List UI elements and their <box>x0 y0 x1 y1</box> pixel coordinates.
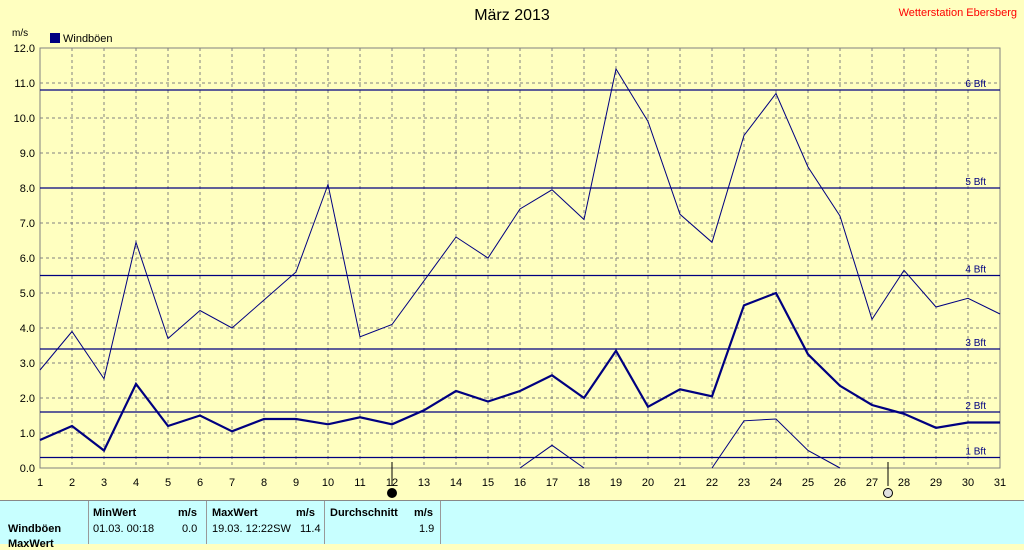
x-tick-label: 16 <box>514 477 526 489</box>
legend-label: Windböen <box>63 33 113 45</box>
beaufort-label: 5 Bft <box>965 177 986 188</box>
y-tick-label: 10.0 <box>14 113 35 125</box>
y-tick-label: 2.0 <box>20 393 35 405</box>
x-tick-label: 3 <box>101 477 107 489</box>
y-tick-label: 1.0 <box>20 428 35 440</box>
stats-header-max: MaxWert <box>212 507 258 519</box>
beaufort-label: 1 Bft <box>965 447 986 458</box>
x-tick-label: 1 <box>37 477 43 489</box>
y-tick-label: 9.0 <box>20 148 35 160</box>
stats-header-min: MinWert <box>93 507 137 519</box>
x-tick-label: 5 <box>165 477 171 489</box>
x-tick-label: 22 <box>706 477 718 489</box>
beaufort-label: 4 Bft <box>965 265 986 276</box>
stats-header-max-unit: m/s <box>296 507 315 519</box>
x-tick-label: 28 <box>898 477 910 489</box>
x-tick-label: 6 <box>197 477 203 489</box>
stats-row2-label: MaxWert <box>8 538 54 550</box>
x-tick-label: 23 <box>738 477 750 489</box>
x-tick-label: 21 <box>674 477 686 489</box>
x-tick-label: 27 <box>866 477 878 489</box>
y-axis-unit: m/s <box>12 28 28 39</box>
x-tick-label: 14 <box>450 477 462 489</box>
series-layer <box>39 67 1001 469</box>
stats-row-label: Windböen <box>8 523 62 535</box>
stats-max-date: 19.03. 12:22SW <box>212 523 291 535</box>
chart: März 2013 Wetterstation Ebersberg m/s Wi… <box>12 7 1017 498</box>
x-tick-label: 2 <box>69 477 75 489</box>
x-tick-label: 11 <box>354 477 365 489</box>
beaufort-label: 2 Bft <box>965 401 986 412</box>
y-tick-label: 0.0 <box>20 463 35 475</box>
beaufort-lines: 1 Bft 2 Bft 3 Bft 4 Bft 5 Bft 6 Bft <box>40 79 1000 459</box>
y-tick-label: 5.0 <box>20 288 35 300</box>
y-tick-label: 4.0 <box>20 323 35 335</box>
station-name: Wetterstation Ebersberg <box>899 7 1017 19</box>
y-tick-label: 11.0 <box>14 78 35 90</box>
series-line <box>39 67 1001 381</box>
y-tick-label: 6.0 <box>20 253 35 265</box>
x-tick-label: 25 <box>802 477 814 489</box>
x-tick-label: 26 <box>834 477 846 489</box>
x-tick-label: 18 <box>578 477 590 489</box>
x-tick-label: 8 <box>261 477 267 489</box>
x-tick-label: 31 <box>994 477 1006 489</box>
series-line <box>39 291 1000 453</box>
x-tick-label: 17 <box>546 477 558 489</box>
x-tick-label: 15 <box>482 477 494 489</box>
chart-title: März 2013 <box>474 7 550 24</box>
stats-header-min-unit: m/s <box>178 507 197 519</box>
x-tick-label: 24 <box>770 477 782 489</box>
axes: 0.01.02.03.04.05.06.07.08.09.010.011.012… <box>14 43 1006 498</box>
stats-header-avg-unit: m/s <box>414 507 433 519</box>
x-tick-label: 29 <box>930 477 942 489</box>
x-tick-label: 4 <box>133 477 139 489</box>
stats-min-value: 0.0 <box>182 523 198 535</box>
x-tick-label: 19 <box>610 477 622 489</box>
x-tick-label: 10 <box>322 477 334 489</box>
y-tick-label: 12.0 <box>14 43 35 55</box>
stats-panel: MinWert m/s MaxWert m/s Durchschnitt m/s… <box>0 500 1024 550</box>
stats-avg-value: 1.9 <box>419 523 435 535</box>
x-tick-label: 20 <box>642 477 654 489</box>
x-tick-label: 7 <box>229 477 235 489</box>
stats-header-avg: Durchschnitt <box>330 507 398 519</box>
y-tick-label: 3.0 <box>20 358 35 370</box>
beaufort-label: 6 Bft <box>965 79 986 90</box>
x-tick-label: 30 <box>962 477 974 489</box>
y-tick-label: 8.0 <box>20 183 35 195</box>
new-moon-icon <box>387 488 397 498</box>
stats-min-date: 01.03. 00:18 <box>93 523 155 535</box>
series-line <box>519 418 841 469</box>
beaufort-label: 3 Bft <box>965 338 986 349</box>
x-tick-label: 13 <box>418 477 430 489</box>
x-tick-label: 9 <box>293 477 299 489</box>
y-tick-label: 7.0 <box>20 218 35 230</box>
legend-swatch <box>50 33 60 43</box>
stats-max-value: 11.4 <box>300 523 321 535</box>
full-moon-icon <box>883 488 893 498</box>
